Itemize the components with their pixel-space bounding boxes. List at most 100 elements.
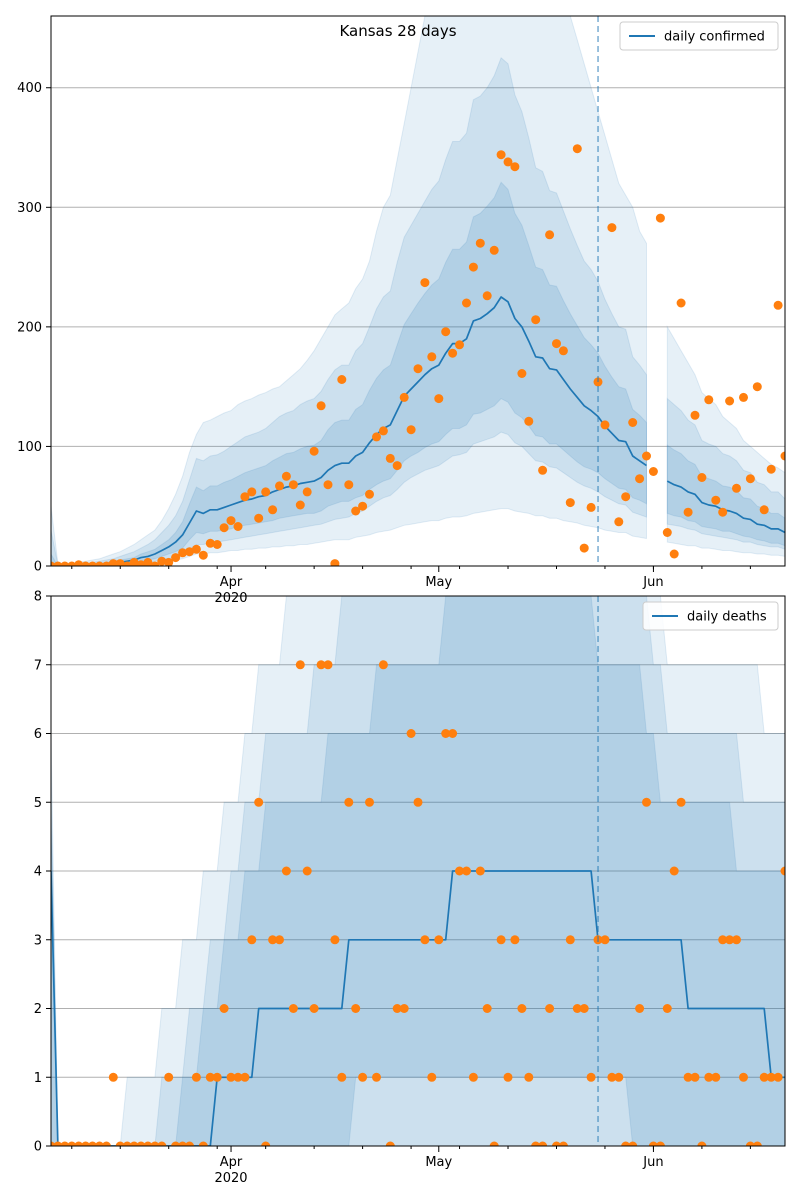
legend-label: daily confirmed xyxy=(664,30,765,45)
observed-point xyxy=(774,1073,783,1082)
y-tick-label: 300 xyxy=(17,201,42,216)
observed-point xyxy=(691,1073,700,1082)
observed-point xyxy=(711,1073,720,1082)
x-tick-label: May xyxy=(425,1155,452,1170)
observed-point xyxy=(517,1004,526,1013)
observed-point xyxy=(213,540,222,549)
observed-point xyxy=(483,1004,492,1013)
observed-point xyxy=(559,346,568,355)
observed-point xyxy=(510,162,519,171)
observed-point xyxy=(192,1073,201,1082)
observed-point xyxy=(427,352,436,361)
observed-point xyxy=(296,660,305,669)
observed-point xyxy=(254,514,263,523)
y-tick-label: 6 xyxy=(34,727,42,742)
observed-point xyxy=(753,382,762,391)
observed-point xyxy=(476,867,485,876)
x-tick-label: Jun xyxy=(642,1155,663,1170)
observed-point xyxy=(344,480,353,489)
observed-point xyxy=(531,315,540,324)
observed-point xyxy=(393,461,402,470)
observed-point xyxy=(774,301,783,310)
observed-point xyxy=(601,420,610,429)
observed-point xyxy=(448,349,457,358)
observed-point xyxy=(614,517,623,526)
observed-point xyxy=(337,1073,346,1082)
y-tick-label: 0 xyxy=(34,1140,42,1155)
observed-point xyxy=(580,1004,589,1013)
observed-point xyxy=(462,299,471,308)
observed-point xyxy=(330,935,339,944)
observed-point xyxy=(718,508,727,517)
observed-point xyxy=(247,935,256,944)
observed-point xyxy=(247,487,256,496)
observed-point xyxy=(441,327,450,336)
observed-point xyxy=(601,935,610,944)
x-tick-sublabel: 2020 xyxy=(214,1171,247,1186)
observed-point xyxy=(275,935,284,944)
y-tick-label: 7 xyxy=(34,658,42,673)
observed-point xyxy=(587,1073,596,1082)
plot-area xyxy=(47,596,800,1151)
observed-point xyxy=(261,487,270,496)
observed-point xyxy=(794,431,800,440)
x-tick-label: Jun xyxy=(642,575,663,590)
observed-point xyxy=(787,935,796,944)
observed-point xyxy=(330,559,339,568)
observed-point xyxy=(760,505,769,514)
observed-point xyxy=(462,867,471,876)
observed-point xyxy=(199,551,208,560)
observed-point xyxy=(379,426,388,435)
observed-point xyxy=(358,502,367,511)
observed-point xyxy=(649,467,658,476)
observed-point xyxy=(400,393,409,402)
observed-point xyxy=(663,1004,672,1013)
observed-point xyxy=(344,798,353,807)
observed-point xyxy=(434,935,443,944)
observed-point xyxy=(663,528,672,537)
observed-point xyxy=(739,393,748,402)
observed-point xyxy=(545,1004,554,1013)
observed-point xyxy=(642,452,651,461)
observed-point xyxy=(220,1004,229,1013)
observed-point xyxy=(628,418,637,427)
observed-point xyxy=(787,284,796,293)
observed-point xyxy=(324,480,333,489)
observed-point xyxy=(372,432,381,441)
observed-point xyxy=(227,516,236,525)
observed-point xyxy=(587,503,596,512)
observed-point xyxy=(656,214,665,223)
observed-point xyxy=(497,935,506,944)
observed-point xyxy=(414,798,423,807)
y-tick-label: 400 xyxy=(17,81,42,96)
observed-point xyxy=(372,1073,381,1082)
observed-point xyxy=(310,1004,319,1013)
observed-point xyxy=(254,798,263,807)
observed-point xyxy=(607,223,616,232)
observed-point xyxy=(670,867,679,876)
observed-point xyxy=(434,394,443,403)
observed-point xyxy=(677,299,686,308)
x-tick-label: Apr xyxy=(220,1155,243,1170)
observed-point xyxy=(455,340,464,349)
observed-point xyxy=(545,230,554,239)
observed-point xyxy=(580,544,589,553)
observed-point xyxy=(725,397,734,406)
observed-point xyxy=(524,417,533,426)
observed-point xyxy=(711,496,720,505)
observed-point xyxy=(614,1073,623,1082)
observed-point xyxy=(240,1073,249,1082)
observed-point xyxy=(310,447,319,456)
observed-point xyxy=(469,1073,478,1082)
observed-point xyxy=(746,474,755,483)
observed-point xyxy=(268,505,277,514)
observed-point xyxy=(448,729,457,738)
observed-point xyxy=(275,481,284,490)
observed-point xyxy=(524,1073,533,1082)
x-tick-label: Apr xyxy=(220,575,243,590)
observed-point xyxy=(677,798,686,807)
observed-point xyxy=(621,492,630,501)
observed-point xyxy=(365,490,374,499)
observed-point xyxy=(365,798,374,807)
